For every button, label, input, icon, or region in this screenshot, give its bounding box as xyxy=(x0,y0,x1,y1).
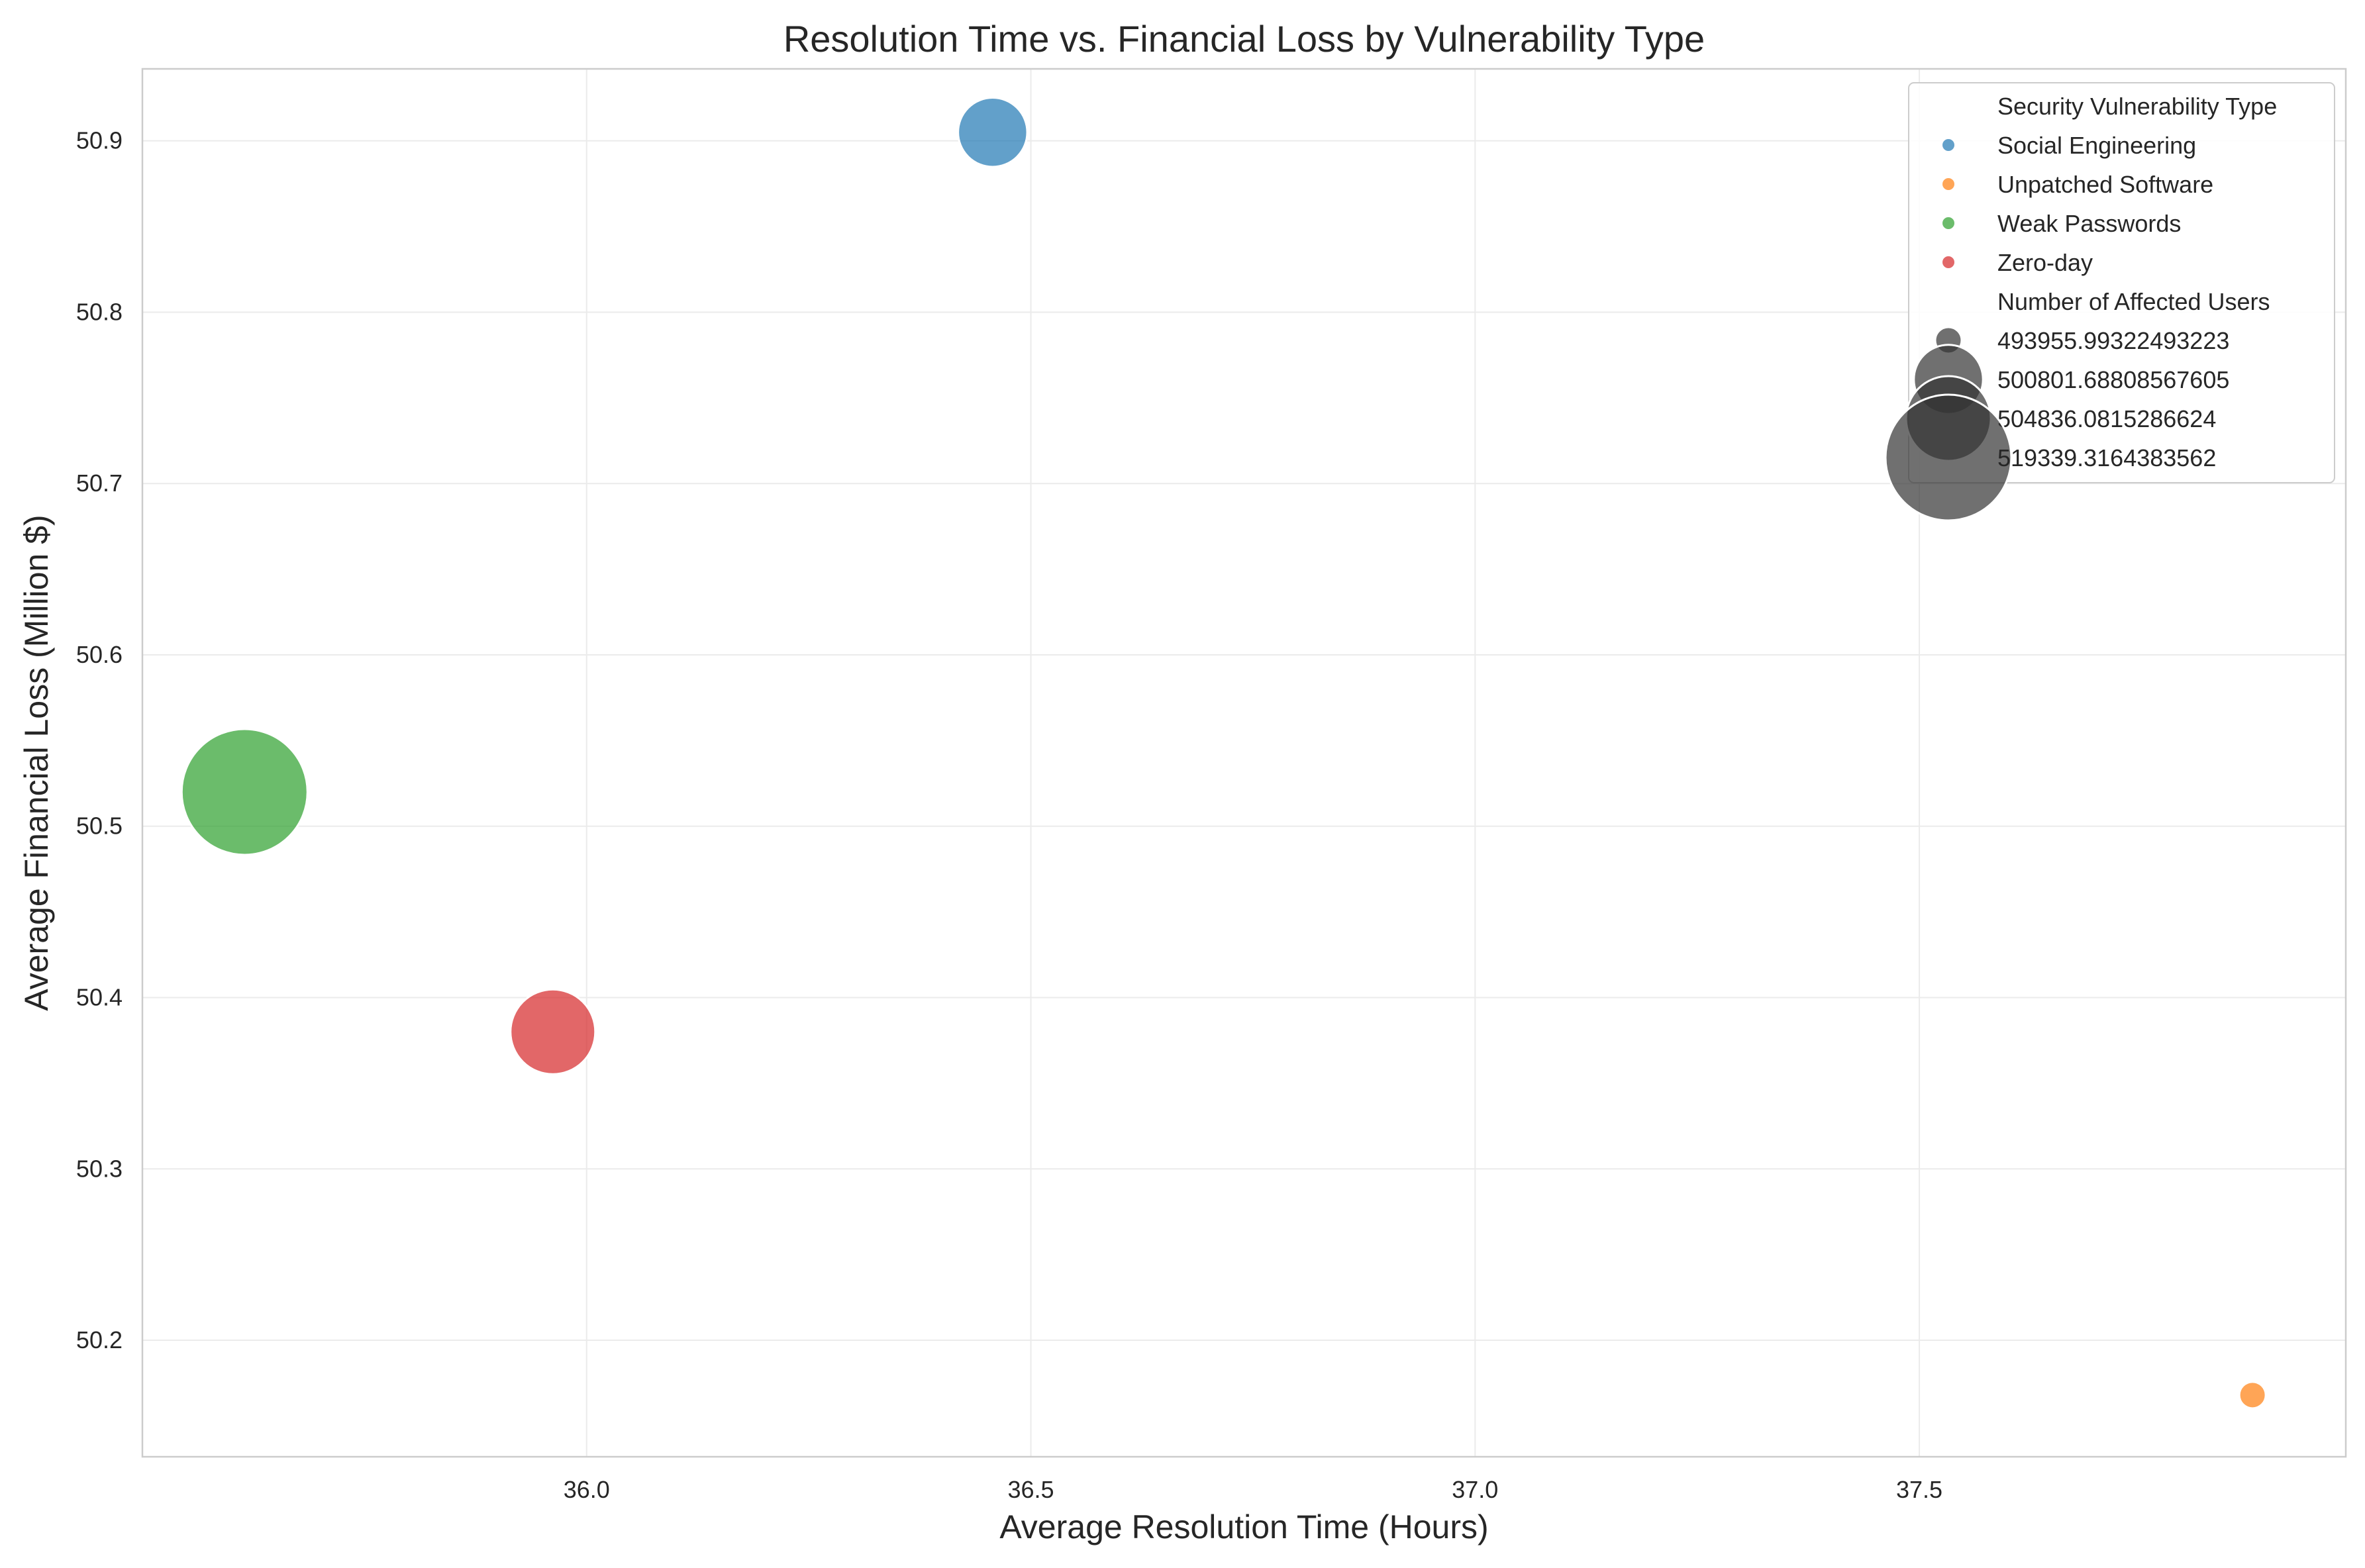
legend-label: Social Engineering xyxy=(1997,132,2196,159)
legend-size-label: 519339.3164383562 xyxy=(1997,444,2216,471)
y-tick-label: 50.7 xyxy=(76,469,123,497)
data-points xyxy=(180,97,2267,1410)
plot-frame xyxy=(141,68,2347,1458)
point-unpatched-software xyxy=(2238,1381,2267,1410)
x-tick-label: 37.5 xyxy=(1896,1476,1942,1503)
tick-labels: 36.0 36.5 37.0 37.5 50.2 50.3 50.4 50.5 50.6 50.7… xyxy=(76,127,1942,1503)
y-tick-label: 50.9 xyxy=(76,127,123,154)
point-social-engineering xyxy=(957,97,1029,168)
x-axis-label: Average Resolution Time (Hours) xyxy=(999,1508,1488,1545)
legend-size-label: 500801.68808567605 xyxy=(1997,366,2229,393)
y-tick-label: 50.6 xyxy=(76,641,123,668)
legend-marker xyxy=(1941,216,1956,230)
y-tick-label: 50.4 xyxy=(76,984,123,1011)
y-tick-label: 50.2 xyxy=(76,1326,123,1353)
point-weak-passwords xyxy=(180,728,309,856)
legend-hue-title: Security Vulnerability Type xyxy=(1997,93,2277,120)
legend-size-label: 493955.99322493223 xyxy=(1997,327,2229,354)
legend-box xyxy=(1908,82,2335,483)
legend: Security Vulnerability Type Social Engine… xyxy=(1884,82,2335,522)
legend-size-title: Number of Affected Users xyxy=(1997,288,2270,315)
legend-size-label: 504836.0815286624 xyxy=(1997,405,2216,432)
y-tick-label: 50.8 xyxy=(76,298,123,325)
legend-marker xyxy=(1941,138,1956,152)
legend-label: Weak Passwords xyxy=(1997,210,2181,237)
legend-size-marker xyxy=(1884,393,2013,522)
x-tick-label: 37.0 xyxy=(1452,1476,1498,1503)
x-tick-label: 36.5 xyxy=(1007,1476,1054,1503)
legend-label: Unpatched Software xyxy=(1997,171,2213,198)
legend-label: Zero-day xyxy=(1997,249,2093,276)
legend-marker xyxy=(1941,255,1956,270)
legend-marker xyxy=(1941,177,1956,191)
point-zero-day xyxy=(509,988,597,1075)
y-tick-label: 50.5 xyxy=(76,812,123,840)
chart-title: Resolution Time vs. Financial Loss by Vu… xyxy=(783,18,1705,60)
y-axis-label: Average Financial Loss (Million $) xyxy=(18,514,55,1010)
y-tick-label: 50.3 xyxy=(76,1155,123,1182)
x-tick-label: 36.0 xyxy=(564,1476,610,1503)
